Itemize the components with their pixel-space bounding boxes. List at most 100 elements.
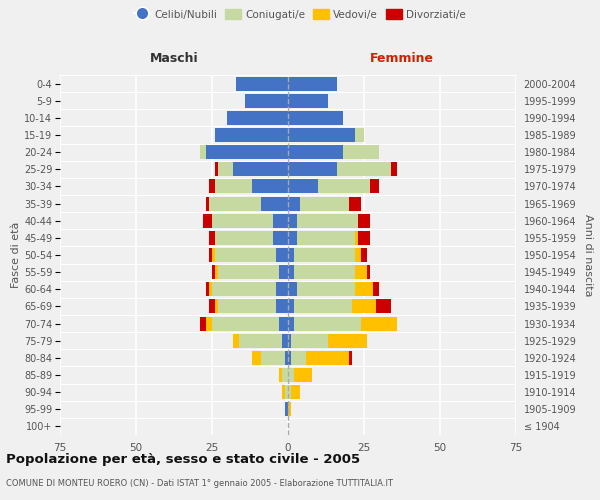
Bar [306,351,349,365]
Bar [291,334,328,347]
Bar [294,368,313,382]
Bar [297,231,355,245]
Bar [373,282,379,296]
Bar [288,128,355,142]
Bar [273,214,288,228]
Bar [319,180,370,194]
Bar [209,282,212,296]
Bar [239,334,282,347]
Bar [218,265,279,279]
Bar [376,300,391,314]
Bar [209,300,215,314]
Bar [355,265,367,279]
Bar [212,265,215,279]
Bar [206,282,209,296]
Bar [200,145,206,159]
Bar [294,248,355,262]
Bar [288,334,291,347]
Bar [276,248,288,262]
Bar [212,282,276,296]
Bar [209,196,260,210]
Bar [300,196,349,210]
Bar [209,231,215,245]
Bar [215,265,218,279]
Bar [355,248,361,262]
Bar [276,300,288,314]
Bar [245,94,288,108]
Bar [355,128,364,142]
Bar [288,94,328,108]
Bar [288,180,319,194]
Bar [285,402,288,416]
Bar [352,300,376,314]
Bar [288,385,291,399]
Bar [215,231,273,245]
Bar [276,282,288,296]
Y-axis label: Fasce di età: Fasce di età [11,222,21,288]
Bar [288,351,291,365]
Bar [288,111,343,125]
Legend: Celibi/Nubili, Coniugati/e, Vedovi/e, Divorziati/e: Celibi/Nubili, Coniugati/e, Vedovi/e, Di… [130,5,470,24]
Bar [215,128,288,142]
Bar [285,385,288,399]
Bar [227,111,288,125]
Bar [294,300,352,314]
Bar [206,316,212,330]
Bar [285,351,288,365]
Bar [233,162,288,176]
Bar [361,248,367,262]
Bar [260,196,288,210]
Bar [288,214,297,228]
Bar [288,316,294,330]
Bar [358,214,370,228]
Bar [282,368,288,382]
Bar [279,265,288,279]
Bar [218,162,233,176]
Bar [291,351,306,365]
Bar [215,300,218,314]
Bar [288,248,294,262]
Bar [212,248,215,262]
Bar [251,351,260,365]
Bar [297,214,358,228]
Bar [215,180,251,194]
Bar [358,231,370,245]
Bar [209,180,215,194]
Bar [288,162,337,176]
Bar [288,368,294,382]
Bar [288,265,294,279]
Bar [288,402,291,416]
Bar [218,300,276,314]
Bar [337,162,391,176]
Bar [260,351,285,365]
Bar [367,265,370,279]
Bar [288,196,300,210]
Bar [288,300,294,314]
Bar [355,231,358,245]
Bar [328,334,367,347]
Text: Popolazione per età, sesso e stato civile - 2005: Popolazione per età, sesso e stato civil… [6,452,360,466]
Bar [349,351,352,365]
Bar [355,282,373,296]
Bar [294,316,361,330]
Bar [212,214,273,228]
Bar [212,316,279,330]
Y-axis label: Anni di nascita: Anni di nascita [583,214,593,296]
Bar [236,76,288,90]
Bar [282,385,285,399]
Bar [279,368,282,382]
Bar [273,231,288,245]
Text: Femmine: Femmine [370,52,434,65]
Bar [291,385,300,399]
Bar [206,145,288,159]
Bar [343,145,379,159]
Bar [349,196,361,210]
Bar [294,265,355,279]
Bar [251,180,288,194]
Bar [279,316,288,330]
Bar [209,248,212,262]
Bar [288,76,337,90]
Bar [391,162,397,176]
Bar [282,334,288,347]
Text: Maschi: Maschi [149,52,199,65]
